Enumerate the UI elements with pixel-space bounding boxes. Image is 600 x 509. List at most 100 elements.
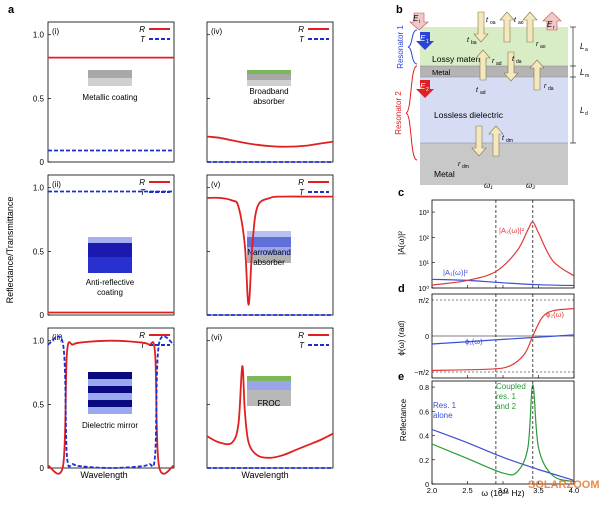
svg-text:m: m: [585, 73, 589, 79]
y-tick-label: 0: [40, 158, 45, 167]
partial-wave-arrows: [471, 11, 545, 157]
legend-R-label: R: [298, 25, 304, 34]
incident-field-arrow: E i: [409, 12, 429, 31]
svg-text:ao: ao: [540, 44, 546, 50]
A2-label: |A₂(ω)|²: [499, 226, 525, 235]
material-inset: [88, 237, 132, 273]
La-label: L: [580, 42, 584, 51]
legend-T-label: T: [299, 35, 305, 44]
legend-R: R: [139, 178, 170, 187]
series-R-line: [206, 365, 334, 459]
y-tick-label: 0: [40, 311, 45, 320]
A1-curve: [431, 278, 575, 287]
inset-layer: [247, 376, 291, 381]
subplot-caption: Broadband: [249, 87, 288, 96]
inset-layer: [88, 407, 132, 414]
subplot-caption: FROC: [258, 399, 281, 408]
Ld-label: L: [580, 106, 584, 115]
svg-text:t: t: [467, 37, 470, 44]
subplot-frame: [47, 21, 175, 163]
res1-label-2: alone: [433, 411, 453, 420]
y-tick-label: 0.2: [419, 458, 429, 465]
resonator-2-bracket: Resonator 2: [394, 65, 418, 161]
A1-label: |A₁(ω)|²: [443, 268, 468, 277]
svg-text:dm: dm: [462, 164, 469, 170]
Lm-label: L: [580, 68, 584, 77]
panel-d-plot: π/2 0 −π/2: [414, 293, 575, 379]
inset-layer: [88, 393, 132, 400]
svg-text:r: r: [458, 161, 461, 168]
coupled-curve: [431, 383, 575, 483]
inset-layer: [247, 237, 291, 247]
svg-text:E: E: [420, 82, 426, 91]
series-T-line: [47, 335, 175, 469]
res1-label-1: Res. 1: [433, 401, 457, 410]
subplot-caption: absorber: [253, 258, 285, 267]
inset-layer: [247, 247, 291, 255]
panel-label-a: a: [8, 4, 15, 16]
y-tick-label: 0.8: [419, 385, 429, 392]
x-tick-label: 3.5: [533, 486, 543, 495]
svg-text:ba: ba: [471, 40, 477, 46]
panel-label-d: d: [398, 283, 405, 295]
svg-text:r: r: [544, 83, 547, 90]
legend-R-label: R: [139, 25, 145, 34]
y-tick-label: 0.4: [419, 434, 429, 441]
lossy-material-layer: [420, 27, 568, 66]
svg-text:oa: oa: [490, 20, 496, 26]
phi2-label: ϕ₂(ω): [546, 310, 564, 319]
series-R-line: [206, 135, 334, 148]
legend-T: T: [299, 35, 329, 44]
inset-layer: [247, 80, 291, 86]
legend-T-label: T: [140, 341, 146, 350]
metal-substrate-label: Metal: [434, 169, 455, 179]
legend-R-label: R: [298, 331, 304, 340]
legend-T: T: [299, 341, 329, 350]
reflected-field-arrow: E r: [542, 11, 562, 31]
material-inset: [247, 70, 291, 86]
svg-text:da: da: [548, 86, 554, 92]
subplot-caption: coating: [97, 288, 123, 297]
x-tick-label: 4.0: [569, 486, 579, 495]
legend-T-label: T: [140, 188, 146, 197]
panel-label-e: e: [398, 371, 404, 383]
inset-layer: [247, 255, 291, 263]
subplot-label: (vi): [211, 333, 222, 342]
legend-T-label: T: [299, 188, 305, 197]
subplot-iii: 0 0.5 1.0 (iii) RT Dielectric mirror: [33, 327, 175, 475]
subplot-label: (i): [52, 27, 59, 36]
y-tick-label: 1.0: [33, 337, 45, 346]
subplot-label: (iii): [52, 333, 63, 342]
omega1-label: ω₁: [484, 181, 493, 190]
field-e2-arrow: E 2: [416, 80, 434, 98]
panel-d-ylabel: ϕ(ω) (rad): [397, 320, 406, 356]
inset-layer: [247, 70, 291, 74]
subplot-caption: Dielectric mirror: [82, 421, 138, 430]
svg-text:t: t: [502, 135, 505, 142]
svg-text:E: E: [413, 14, 419, 23]
subplot-frame: [47, 174, 175, 316]
inset-layer: [247, 231, 291, 237]
y-tick-label: 10³: [419, 210, 430, 217]
omega2-label: ω₂: [526, 181, 535, 190]
svg-text:da: da: [516, 59, 522, 65]
material-inset: [247, 376, 291, 406]
inset-layer: [247, 390, 291, 406]
coupled-label-2: res. 1: [496, 392, 517, 401]
svg-text:E: E: [420, 34, 426, 43]
field-e1-arrow: E 1: [416, 32, 434, 50]
metal-thin-label: Metal: [432, 68, 451, 77]
subplot-caption: Metallic coating: [82, 93, 137, 102]
panel-e-xlabel: ω (10¹⁵ Hz): [481, 488, 524, 498]
phi1-label: ϕ₁(ω): [465, 337, 483, 346]
y-tick-label: 1.0: [33, 184, 45, 193]
material-inset: [247, 231, 291, 263]
resonator-diagram: Lossy material Metal Lossless dielectric…: [394, 11, 589, 185]
subplot-caption: Narrowband: [247, 248, 291, 257]
legend-R: R: [298, 331, 329, 340]
inset-layer: [88, 237, 132, 243]
inset-layer: [88, 386, 132, 393]
